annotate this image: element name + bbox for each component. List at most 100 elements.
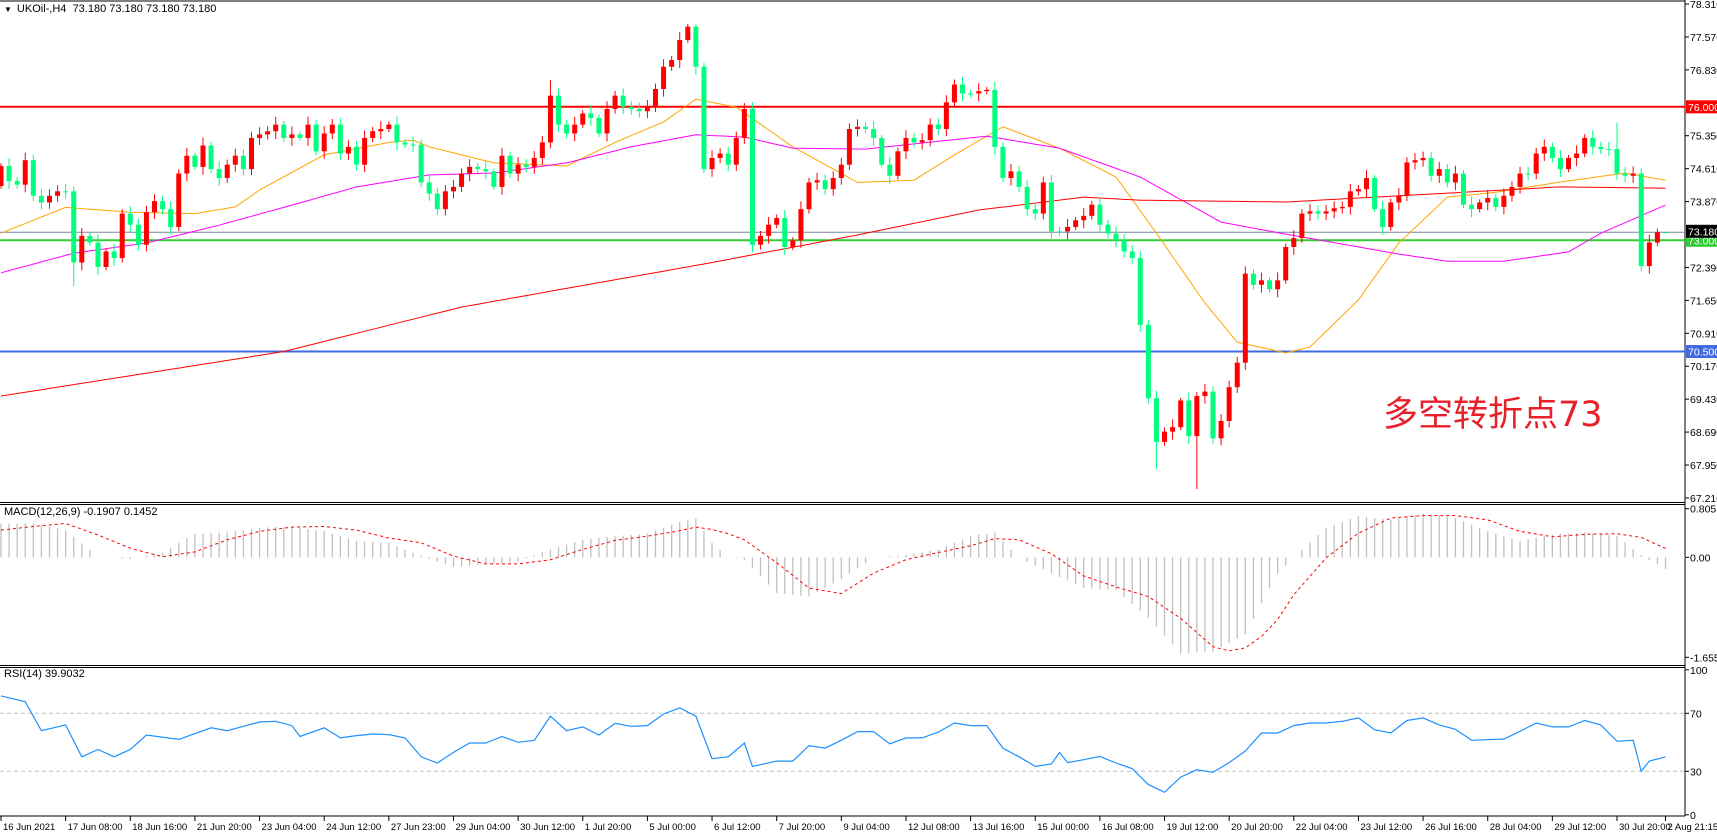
candle-body [354, 146, 360, 165]
candle [1218, 414, 1224, 446]
candle [725, 146, 731, 172]
candle [281, 120, 287, 142]
candle-body [903, 137, 909, 152]
candle-body [1420, 157, 1426, 161]
time-tick-label: 17 Jun 08:00 [68, 822, 123, 833]
collapse-triangle-icon[interactable]: ▼ [4, 5, 12, 14]
candle-body [1557, 157, 1563, 170]
candle-body [814, 180, 820, 183]
candle-body [1525, 173, 1531, 175]
candle [612, 90, 618, 114]
candle-body [628, 106, 634, 110]
candle [135, 218, 141, 251]
candle-body [1000, 146, 1006, 178]
candle-body [1501, 195, 1507, 207]
candle-body [281, 124, 287, 138]
candle-body [1048, 182, 1054, 232]
time-tick-label: 1 Jul 20:00 [585, 822, 631, 833]
candle-body [523, 164, 529, 167]
candle-body [1646, 242, 1652, 267]
candle-body [467, 166, 473, 174]
rsi-tick-label: 100 [1690, 665, 1708, 677]
candle-body [1622, 173, 1628, 176]
candle-body [1347, 191, 1353, 207]
candle [1056, 226, 1062, 236]
macd-signal-line [0, 515, 1666, 652]
candle [644, 99, 650, 119]
price-tick-label: 67.950 [1690, 460, 1717, 472]
candle-body [798, 209, 804, 241]
candle [604, 101, 610, 142]
candle [620, 88, 626, 115]
candle-body [1202, 391, 1208, 397]
candle [1145, 319, 1151, 404]
candle-body [1291, 238, 1297, 247]
candle-body [863, 126, 869, 130]
candle-body [1210, 391, 1216, 439]
candle-body [297, 134, 303, 138]
candles [0, 23, 1668, 490]
time-tick-label: 30 Jun 12:00 [520, 822, 575, 833]
candle-body [6, 165, 12, 182]
candle-body [1380, 209, 1386, 227]
candle [556, 88, 562, 132]
annotation-text[interactable]: 多空转折点73 [1383, 395, 1603, 435]
candle [838, 157, 844, 185]
candle-body [927, 124, 933, 141]
symbol-label: UKOil-,H4 [16, 3, 67, 15]
candle-body [160, 201, 166, 210]
price-tick-label: 69.430 [1690, 394, 1717, 406]
candle [1299, 208, 1305, 243]
candle [491, 168, 497, 190]
candle [450, 179, 456, 199]
candle [782, 210, 788, 255]
candle-body [1105, 224, 1111, 234]
candle [1469, 196, 1475, 218]
candle [1622, 167, 1628, 183]
time-tick-label: 13 Jul 16:00 [973, 822, 1025, 833]
candle [200, 137, 206, 175]
candle-body [1533, 153, 1539, 174]
candle [1048, 175, 1054, 239]
candle [1170, 419, 1176, 440]
candle [1614, 122, 1620, 180]
candle-body [1460, 173, 1466, 205]
candle [539, 135, 545, 165]
candle [95, 234, 101, 276]
candle-body [192, 155, 198, 167]
candle-body [1283, 246, 1289, 281]
candle-body [1234, 362, 1240, 388]
candle-body [63, 191, 69, 193]
candle [1509, 181, 1515, 202]
candle [1016, 165, 1022, 193]
candle-body [1582, 137, 1588, 154]
level-price-badge-bg [1686, 100, 1717, 114]
candle-body [1258, 280, 1264, 285]
candle [1089, 201, 1095, 220]
candle [515, 157, 521, 182]
candle-body [556, 95, 562, 125]
candle [741, 102, 747, 144]
candle-body [782, 218, 788, 247]
candle [661, 59, 667, 97]
candle [846, 123, 852, 171]
candle [1291, 230, 1297, 255]
candle [289, 126, 295, 146]
candle-body [911, 137, 917, 143]
time-tick-label: 30 Jul 20:00 [1619, 822, 1671, 833]
candle-body [887, 164, 893, 176]
candle-body [1113, 233, 1119, 241]
candle-body [539, 142, 545, 158]
candle-body [1129, 251, 1135, 259]
candle-body [1388, 202, 1394, 227]
candle [951, 79, 957, 108]
candle [1105, 219, 1111, 239]
candle-body [1307, 211, 1313, 214]
candle [71, 186, 77, 287]
candle-body [1331, 208, 1337, 212]
candle-body [1194, 396, 1200, 437]
candle [749, 102, 755, 252]
candle-body [661, 66, 667, 89]
